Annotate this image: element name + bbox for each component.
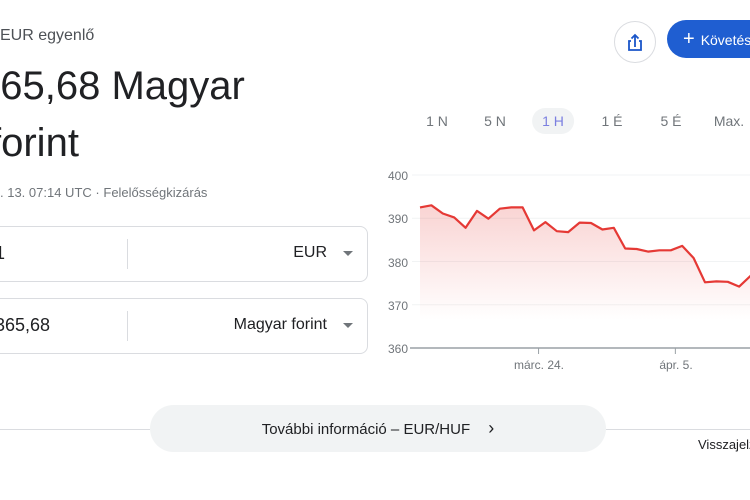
share-icon bbox=[628, 33, 642, 51]
range-tab-max[interactable]: Max. bbox=[713, 113, 745, 129]
divider bbox=[606, 429, 750, 430]
y-tick-label: 380 bbox=[388, 256, 409, 270]
range-tab-1n[interactable]: 1 N bbox=[426, 113, 448, 129]
from-amount-row: 1 EUR bbox=[0, 226, 368, 282]
y-tick-label: 360 bbox=[388, 342, 409, 356]
follow-button[interactable]: + Követés bbox=[667, 20, 750, 58]
x-tick-label: ápr. 5. bbox=[659, 358, 693, 372]
from-currency-select[interactable]: EUR bbox=[293, 244, 327, 261]
follow-label: Követés bbox=[700, 32, 750, 48]
plus-icon: + bbox=[683, 28, 695, 50]
dropdown-caret-icon[interactable] bbox=[343, 251, 353, 256]
to-amount-row: 365,68 Magyar forint bbox=[0, 298, 368, 354]
range-tab-1h[interactable]: 1 H bbox=[532, 108, 574, 134]
y-tick-label: 400 bbox=[388, 169, 409, 183]
timestamp-line: . 13. 07:14 UTC · Felelősségkizárás bbox=[0, 185, 207, 200]
to-currency-select[interactable]: Magyar forint bbox=[233, 316, 327, 333]
share-button[interactable] bbox=[614, 21, 656, 63]
range-tab-5n[interactable]: 5 N bbox=[484, 113, 506, 129]
y-tick-label: 370 bbox=[388, 299, 409, 313]
equals-text: EUR egyenlő bbox=[0, 27, 95, 44]
result-currency: forint bbox=[0, 121, 79, 165]
more-info-button[interactable]: További információ – EUR/HUF › bbox=[150, 405, 606, 452]
result-value: 365,68 Magyar bbox=[0, 64, 245, 108]
from-amount-input[interactable]: 1 bbox=[0, 243, 6, 263]
chevron-right-icon: › bbox=[488, 418, 495, 438]
range-tab-1e[interactable]: 1 É bbox=[601, 113, 623, 129]
more-info-label: További információ – EUR/HUF bbox=[261, 421, 471, 438]
disclaimer-link[interactable]: Felelősségkizárás bbox=[103, 185, 208, 200]
to-amount-input[interactable]: 365,68 bbox=[0, 315, 51, 335]
range-tab-5e[interactable]: 5 É bbox=[660, 113, 682, 129]
feedback-link[interactable]: Visszajelzés bbox=[698, 437, 750, 452]
divider bbox=[127, 239, 128, 269]
dropdown-caret-icon[interactable] bbox=[343, 323, 353, 328]
separator: · bbox=[95, 185, 100, 200]
series-line bbox=[419, 204, 750, 288]
x-tick-label: márc. 24. bbox=[513, 358, 565, 372]
area-fill bbox=[420, 205, 750, 320]
y-tick-label: 390 bbox=[388, 212, 409, 226]
divider bbox=[127, 311, 128, 341]
timestamp: . 13. 07:14 UTC bbox=[0, 185, 92, 200]
divider bbox=[0, 429, 150, 430]
